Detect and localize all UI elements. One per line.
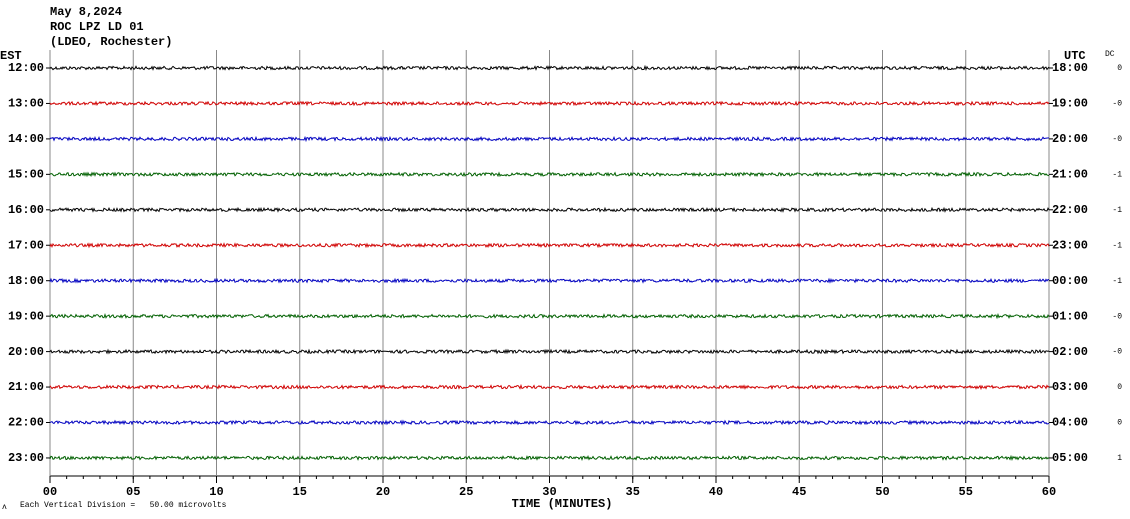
- est-label: 12:00: [8, 61, 44, 75]
- network: (LDEO, Rochester): [50, 35, 172, 49]
- trace: [49, 64, 1050, 72]
- date: May 8,2024: [50, 5, 122, 19]
- utc-label: 23:00: [1052, 238, 1088, 252]
- trace: [49, 312, 1050, 320]
- trace: [49, 277, 1050, 284]
- utc-label: 01:00: [1052, 309, 1088, 323]
- est-label: 18:00: [8, 274, 44, 288]
- x-axis-label: TIME (MINUTES): [512, 497, 613, 511]
- trace: [49, 135, 1050, 143]
- est-label: 13:00: [8, 97, 44, 111]
- trace: [49, 100, 1050, 107]
- x-tick-label: 15: [293, 485, 307, 499]
- utc-label: 04:00: [1052, 416, 1088, 430]
- x-tick-label: 30: [542, 485, 556, 499]
- utc-label: 20:00: [1052, 132, 1088, 146]
- trace: [49, 171, 1050, 178]
- trace: [49, 348, 1050, 355]
- dc-value: 0: [1117, 419, 1122, 428]
- x-tick-label: 05: [126, 485, 140, 499]
- dc-label: DC: [1105, 50, 1115, 59]
- dc-value: -1: [1112, 206, 1122, 215]
- trace: [49, 383, 1050, 391]
- x-tick-label: 35: [626, 485, 640, 499]
- dc-value: -0: [1112, 135, 1122, 144]
- dc-value: -1: [1112, 241, 1122, 250]
- utc-label: 02:00: [1052, 345, 1088, 359]
- dc-value: -1: [1112, 170, 1122, 179]
- x-tick-label: 25: [459, 485, 473, 499]
- utc-label: 18:00: [1052, 61, 1088, 75]
- trace: [49, 454, 1050, 462]
- left-axis-label: EST: [0, 49, 22, 63]
- est-label: 20:00: [8, 345, 44, 359]
- est-label: 15:00: [8, 168, 44, 182]
- dc-value: -1: [1112, 277, 1122, 286]
- station: ROC LPZ LD 01: [50, 20, 144, 34]
- x-tick-label: 10: [209, 485, 223, 499]
- dc-value: 0: [1117, 383, 1122, 392]
- x-tick-label: 50: [875, 485, 889, 499]
- est-label: 23:00: [8, 451, 44, 465]
- est-label: 14:00: [8, 132, 44, 146]
- est-label: 21:00: [8, 380, 44, 394]
- dc-value: -0: [1112, 348, 1122, 357]
- x-tick-label: 55: [959, 485, 973, 499]
- est-label: 19:00: [8, 309, 44, 323]
- x-tick-label: 40: [709, 485, 723, 499]
- x-tick-label: 00: [43, 485, 57, 499]
- x-tick-label: 60: [1042, 485, 1056, 499]
- trace: [49, 206, 1050, 213]
- utc-label: 21:00: [1052, 168, 1088, 182]
- utc-label: 22:00: [1052, 203, 1088, 217]
- x-tick-label: 45: [792, 485, 806, 499]
- trace: [49, 419, 1050, 426]
- utc-label: 00:00: [1052, 274, 1088, 288]
- x-tick-label: 20: [376, 485, 390, 499]
- utc-label: 05:00: [1052, 451, 1088, 465]
- dc-value: 1: [1117, 454, 1122, 463]
- utc-label: 03:00: [1052, 380, 1088, 394]
- footer: Each Vertical Division = 50.00 microvolt…: [20, 501, 227, 510]
- utc-label: 19:00: [1052, 97, 1088, 111]
- right-axis-label: UTC: [1064, 49, 1086, 63]
- est-label: 16:00: [8, 203, 44, 217]
- footer-icon: ᴧ: [2, 503, 7, 512]
- est-label: 22:00: [8, 416, 44, 430]
- dc-value: -0: [1112, 312, 1122, 321]
- dc-value: -0: [1112, 100, 1122, 109]
- dc-value: 0: [1117, 64, 1122, 73]
- trace: [49, 242, 1050, 249]
- est-label: 17:00: [8, 238, 44, 252]
